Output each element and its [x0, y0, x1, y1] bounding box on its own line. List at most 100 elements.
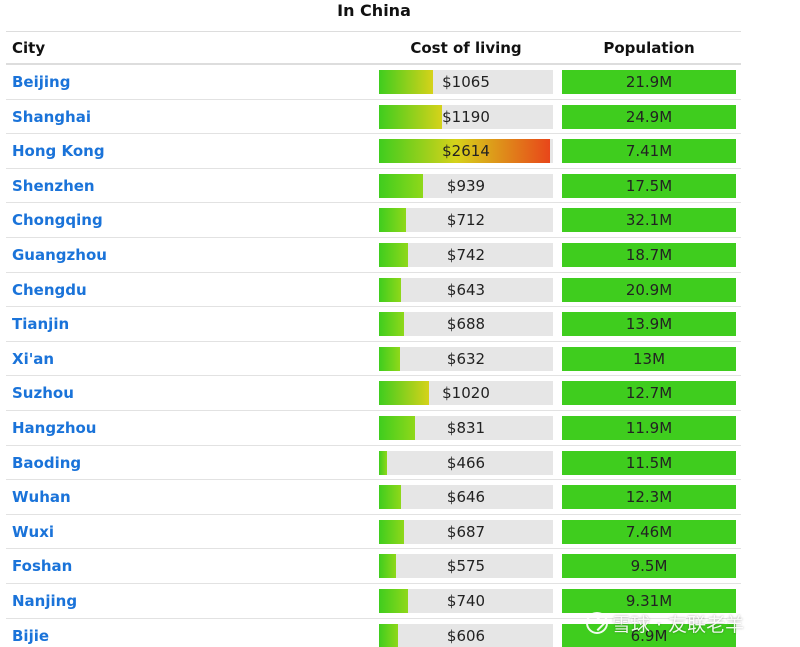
cost-bar-fill: [379, 519, 404, 544]
column-header-population[interactable]: Population: [603, 39, 695, 57]
cost-bar-fill: [379, 139, 550, 164]
cost-bar-fill: [379, 104, 442, 129]
population-bar-fill: [562, 70, 736, 94]
population-value: 20.9M: [625, 280, 673, 299]
city-link[interactable]: Chengdu: [12, 280, 87, 299]
cost-bar: $712: [379, 208, 553, 233]
city-link[interactable]: Beijing: [12, 73, 71, 91]
city-link[interactable]: Wuxi: [12, 522, 55, 541]
city-link[interactable]: Guangzhou: [12, 245, 107, 264]
city-link[interactable]: Wuhan: [12, 488, 71, 507]
table-row: Baoding $466 11.5M: [6, 446, 741, 481]
city-link[interactable]: Bijie: [12, 626, 50, 645]
population-bar: 12.3M: [562, 485, 736, 510]
cost-bar: $740: [379, 588, 553, 613]
cost-bar-fill: [379, 346, 400, 371]
city-link[interactable]: Baoding: [12, 453, 82, 472]
population-value: 9.5M: [630, 557, 668, 576]
cost-bar: $831: [379, 415, 553, 440]
city-link[interactable]: Hong Kong: [12, 142, 105, 161]
table-row: Tianjin $688 13.9M: [6, 307, 741, 342]
population-bar-fill: [562, 485, 736, 510]
population-bar-fill: [562, 242, 736, 267]
population-bar-fill: [562, 554, 736, 579]
cost-value: $575: [446, 557, 486, 576]
table-title: In China: [337, 1, 411, 20]
table-row: Hangzhou $831 11.9M: [6, 411, 741, 446]
cost-bar: $632: [379, 346, 553, 371]
cost-bar: $687: [379, 519, 553, 544]
cost-bar-fill: [379, 554, 396, 579]
cost-bar-fill: [379, 588, 408, 613]
cost-bar-fill: [379, 70, 433, 94]
city-link[interactable]: Shenzhen: [12, 176, 95, 195]
population-value: 7.41M: [625, 142, 673, 161]
cost-value: $643: [446, 280, 486, 299]
population-bar-fill: [562, 381, 736, 406]
cost-bar-fill: [379, 381, 429, 406]
cost-value: $646: [446, 488, 486, 507]
table-row: Guangzhou $742 18.7M: [6, 238, 741, 273]
city-link[interactable]: Hangzhou: [12, 418, 97, 437]
population-bar-fill: [562, 139, 736, 164]
table-row: Wuxi $687 7.46M: [6, 515, 741, 550]
population-value: 13.9M: [625, 315, 673, 334]
cost-bar-fill: [379, 312, 404, 337]
population-value: 12.3M: [625, 488, 673, 507]
population-bar-fill: [562, 208, 736, 233]
population-bar-fill: [562, 277, 736, 302]
population-value: 11.9M: [625, 418, 673, 437]
cost-bar: $742: [379, 242, 553, 267]
watermark: 雪球 · 友联老羊: [586, 608, 744, 638]
cost-bar: $1065: [379, 70, 553, 94]
cost-bar-fill: [379, 208, 406, 233]
cost-bar-fill: [379, 173, 423, 198]
cost-bar: $466: [379, 450, 553, 475]
population-bar-fill: [562, 450, 736, 475]
table-row: Beijing $1065 21.9M: [6, 65, 741, 100]
cost-bar: $688: [379, 312, 553, 337]
population-bar-fill: [562, 519, 736, 544]
population-bar: 32.1M: [562, 208, 736, 233]
cost-value: $632: [446, 349, 486, 368]
city-link[interactable]: Tianjin: [12, 315, 70, 334]
city-link[interactable]: Xi'an: [12, 349, 55, 368]
city-link[interactable]: Foshan: [12, 557, 73, 576]
table-row: Shanghai $1190 24.9M: [6, 100, 741, 135]
population-bar: 7.41M: [562, 139, 736, 164]
population-bar: 18.7M: [562, 242, 736, 267]
table-header: City Cost of living Population: [6, 31, 741, 65]
column-header-cost[interactable]: Cost of living: [410, 39, 522, 57]
city-link[interactable]: Nanjing: [12, 591, 78, 610]
cost-bar: $643: [379, 277, 553, 302]
population-value: 9.31M: [625, 591, 673, 610]
cost-value: $2614: [442, 142, 490, 161]
cost-value: $831: [446, 418, 486, 437]
cost-bar: $646: [379, 485, 553, 510]
column-header-city[interactable]: City: [12, 39, 46, 57]
table-row: Nanjing $740 9.31M: [6, 584, 741, 619]
table-row: Wuhan $646 12.3M: [6, 480, 741, 515]
city-link[interactable]: Shanghai: [12, 107, 91, 126]
population-value: 32.1M: [625, 211, 673, 230]
population-bar-fill: [562, 415, 736, 440]
population-value: 17.5M: [625, 176, 673, 195]
snowball-logo-icon: [586, 612, 608, 634]
cities-table: City Cost of living Population Beijing $1…: [6, 31, 741, 647]
population-bar: 13M: [562, 346, 736, 371]
city-link[interactable]: Suzhou: [12, 384, 74, 403]
population-value: 13M: [632, 349, 666, 368]
watermark-text: 雪球 · 友联老羊: [612, 613, 745, 636]
population-bar: 9.31M: [562, 588, 736, 613]
population-bar: 11.9M: [562, 415, 736, 440]
city-link[interactable]: Chongqing: [12, 211, 103, 230]
cost-value: $1020: [442, 384, 490, 403]
cost-value: $466: [446, 453, 486, 472]
cost-bar-fill: [379, 415, 415, 440]
cost-bar: $2614: [379, 139, 553, 164]
cost-value: $712: [446, 211, 486, 230]
cost-bar-fill: [379, 485, 401, 510]
cost-value: $1190: [442, 107, 490, 126]
population-bar-fill: [562, 312, 736, 337]
